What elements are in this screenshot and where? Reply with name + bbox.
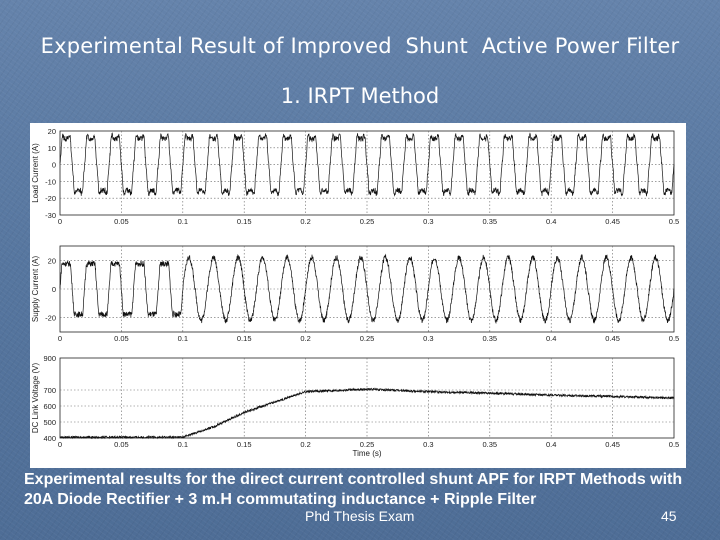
- slide-title: Experimental Result of Improved Shunt Ac…: [40, 34, 680, 58]
- series-line: [59, 387, 675, 440]
- x-tick-label: 0.3: [423, 334, 433, 343]
- y-tick-label: 20: [48, 256, 56, 265]
- x-tick-label: 0.45: [605, 440, 620, 449]
- x-tick-label: 0.3: [423, 217, 433, 226]
- y-tick-label: -30: [45, 211, 56, 220]
- x-tick-label: 0.05: [114, 440, 129, 449]
- y-axis-label: Load Current (A): [31, 143, 40, 203]
- x-tick-label: 0.5: [669, 217, 679, 226]
- x-tick-label: 0.45: [605, 334, 620, 343]
- y-tick-label: 700: [43, 386, 56, 395]
- plot-panel-2: 0 0.05 0.1 0.15 0.2 0.25 0.3 0.35 0.4 0.45 0.5 20 0 -…: [31, 245, 679, 343]
- x-tick-label: 0.5: [669, 440, 679, 449]
- plot-panel-3: 0 0.05 0.1 0.15 0.2 0.25 0.3 0.35 0.4 0.45 0.5 900 7…: [31, 354, 679, 458]
- x-tick-label: 0.5: [669, 334, 679, 343]
- y-tick-label: 600: [43, 402, 56, 411]
- series-line: [59, 132, 675, 197]
- y-tick-label: 10: [48, 144, 56, 153]
- y-tick-label: 500: [43, 418, 56, 427]
- plot-panel-1: 0 0.05 0.1 0.15 0.2 0.25 0.3 0.35 0.4 0.45 0.5 20 10…: [31, 127, 679, 226]
- x-tick-label: 0.1: [178, 440, 188, 449]
- x-tick-label: 0.4: [546, 334, 556, 343]
- x-tick-label: 0: [58, 440, 62, 449]
- x-tick-label: 0.3: [423, 440, 433, 449]
- x-tick-label: 0.05: [114, 217, 129, 226]
- slide-number: 45: [661, 508, 677, 524]
- x-tick-label: 0.4: [546, 440, 556, 449]
- x-tick-label: 0.2: [300, 334, 310, 343]
- x-tick-label: 0.05: [114, 334, 129, 343]
- x-tick-label: 0.25: [360, 334, 375, 343]
- x-tick-label: 0.35: [482, 217, 497, 226]
- figure-caption: Experimental results for the direct curr…: [24, 471, 683, 508]
- footer-text: Phd Thesis Exam: [305, 508, 415, 524]
- y-tick-label: 0: [52, 285, 56, 294]
- x-tick-label: 0.4: [546, 217, 556, 226]
- x-tick-label: 0.25: [360, 440, 375, 449]
- y-tick-label: -20: [45, 314, 56, 323]
- x-tick-label: 0: [58, 217, 62, 226]
- y-tick-label: 0: [52, 161, 56, 170]
- x-tick-label: 0.1: [178, 217, 188, 226]
- x-axis-label: Time (s): [352, 449, 381, 458]
- x-tick-label: 0.2: [300, 440, 310, 449]
- slide-subtitle: 1. IRPT Method: [280, 84, 440, 108]
- x-tick-label: 0.2: [300, 217, 310, 226]
- y-tick-label: -10: [45, 177, 56, 186]
- x-tick-label: 0.35: [482, 334, 497, 343]
- experimental-result-figure: 0 0.05 0.1 0.15 0.2 0.25 0.3 0.35 0.4 0.45 0.5 20 10…: [30, 123, 686, 468]
- result-plots-svg: 0 0.05 0.1 0.15 0.2 0.25 0.3 0.35 0.4 0.45 0.5 20 10…: [31, 127, 679, 458]
- x-tick-label: 0.1: [178, 334, 188, 343]
- y-tick-label: 400: [43, 434, 56, 443]
- y-tick-label: -20: [45, 194, 56, 203]
- x-tick-label: 0.15: [237, 334, 252, 343]
- series-line: [59, 253, 675, 325]
- x-tick-label: 0.25: [360, 217, 375, 226]
- x-tick-label: 0.15: [237, 440, 252, 449]
- x-tick-label: 0.15: [237, 217, 252, 226]
- y-axis-label: Supply Current (A): [31, 256, 40, 323]
- y-axis-label: DC Link Voltage (V): [31, 363, 40, 434]
- x-tick-label: 0.45: [605, 217, 620, 226]
- x-tick-label: 0.35: [482, 440, 497, 449]
- x-tick-label: 0: [58, 334, 62, 343]
- y-tick-label: 20: [48, 127, 56, 136]
- y-tick-label: 900: [43, 354, 56, 363]
